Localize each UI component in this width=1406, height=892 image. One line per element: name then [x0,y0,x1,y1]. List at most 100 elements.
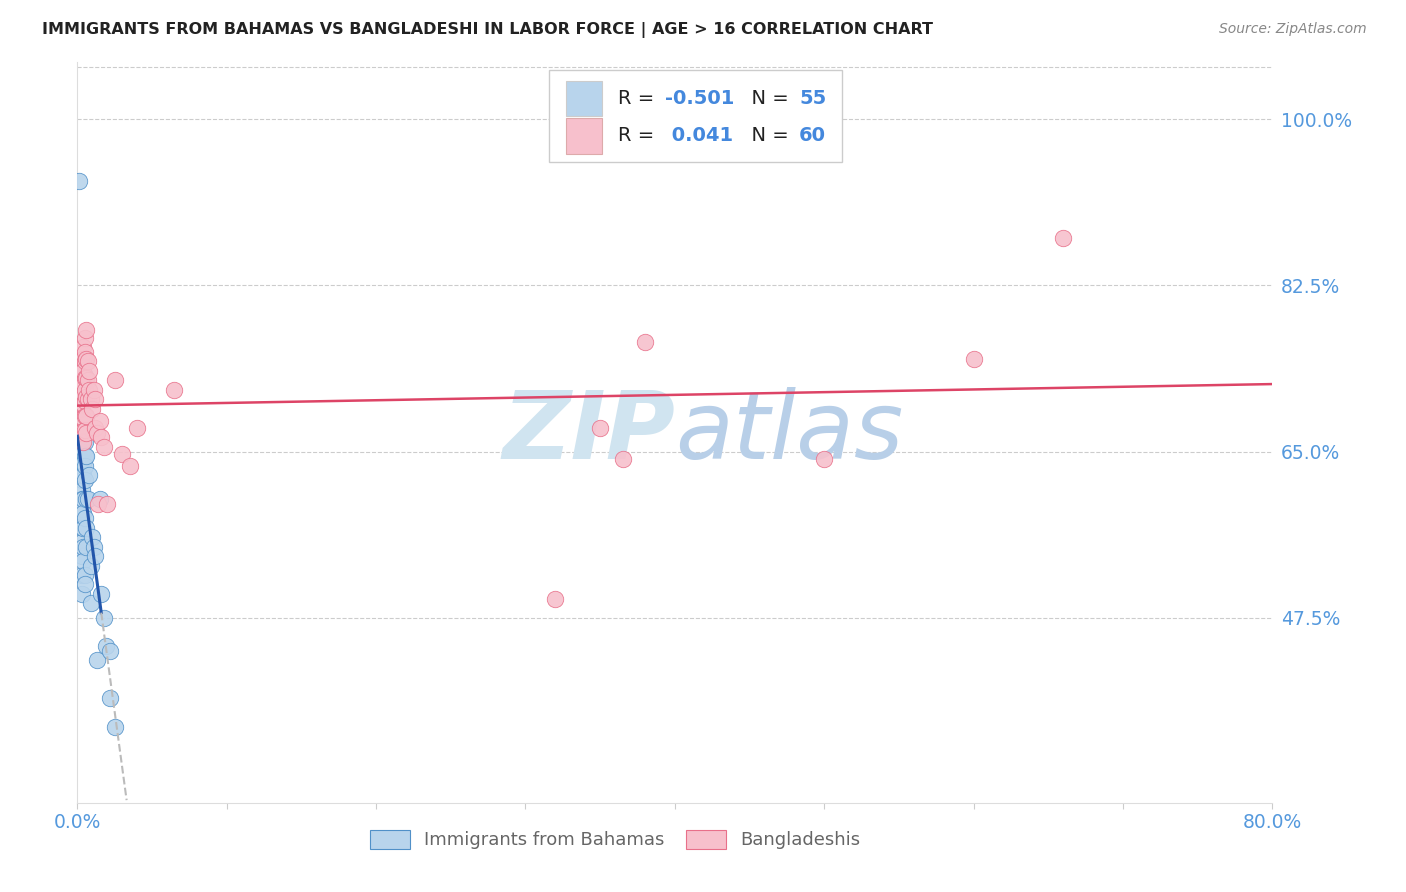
Point [70,411,93,425]
Point [70,520,93,534]
Point [72,468,94,483]
Point [72,340,94,354]
Point [90,430,112,444]
Point [76,392,98,407]
Point [96,497,118,511]
Point [94,639,117,653]
Point [104,373,127,387]
Point [70,359,93,374]
Point [73,473,96,487]
Text: atlas: atlas [675,387,903,478]
Point [67,425,90,440]
Point [72,364,94,378]
Point [72,351,94,366]
Point [73,394,96,409]
Point [73,368,96,383]
Point [72,435,94,450]
Point [72,456,94,470]
Point [72,446,94,460]
Text: Source: ZipAtlas.com: Source: ZipAtlas.com [1219,22,1367,37]
Point [72,520,94,534]
Point [75,520,97,534]
Point [72,397,94,411]
Point [70,435,93,450]
Point [72,424,94,438]
FancyBboxPatch shape [567,118,602,153]
Point [69,401,91,416]
Point [76,491,98,506]
Point [76,354,98,368]
FancyBboxPatch shape [550,70,842,162]
Point [75,370,97,384]
Point [70,397,93,411]
Point [75,491,97,506]
FancyBboxPatch shape [567,81,602,117]
Text: 60: 60 [799,127,827,145]
Point [89,491,111,506]
Point [70,378,93,392]
Point [98,644,121,658]
Point [70,454,93,468]
Point [72,387,94,401]
Point [87,497,110,511]
Point [73,423,96,437]
Point [93,611,115,625]
Point [70,534,93,549]
Point [72,376,94,391]
Point [813,452,835,467]
Point [70,364,93,378]
Point [70,491,93,506]
Point [86,425,108,440]
Point [73,568,96,582]
Point [69,383,91,397]
Point [82,401,104,416]
Point [612,452,634,467]
Text: 0.041: 0.041 [665,127,734,145]
Point [98,691,121,706]
Point [75,351,97,366]
Text: ZIP: ZIP [502,386,675,479]
Point [72,554,94,568]
Legend: Immigrants from Bahamas, Bangladeshis: Immigrants from Bahamas, Bangladeshis [363,822,868,856]
Point [73,370,96,384]
Point [163,383,186,397]
Point [70,425,93,440]
Point [75,409,97,423]
Point [73,383,96,397]
Point [79,364,101,378]
Point [80,392,103,407]
Point [70,549,93,563]
Point [70,464,93,478]
Point [72,435,94,450]
Point [72,540,94,554]
Point [75,540,97,554]
Point [589,421,612,435]
Point [80,597,103,611]
Point [83,540,105,554]
Point [70,501,93,516]
Text: N =: N = [740,127,796,145]
Point [73,345,96,359]
Point [79,468,101,483]
Point [83,383,105,397]
Point [69,364,91,378]
Point [72,506,94,520]
Point [72,491,94,506]
Text: -0.501: -0.501 [665,89,735,108]
Point [70,411,93,425]
Text: N =: N = [740,89,796,108]
Point [1052,231,1074,245]
Point [75,450,97,464]
Point [82,530,104,544]
Point [70,425,93,440]
Point [84,392,107,407]
Point [79,383,101,397]
Point [72,411,94,425]
Point [93,440,115,454]
Point [75,425,97,440]
Point [118,458,141,473]
Point [76,373,98,387]
Point [73,450,96,464]
Point [75,390,97,404]
Point [73,458,96,473]
